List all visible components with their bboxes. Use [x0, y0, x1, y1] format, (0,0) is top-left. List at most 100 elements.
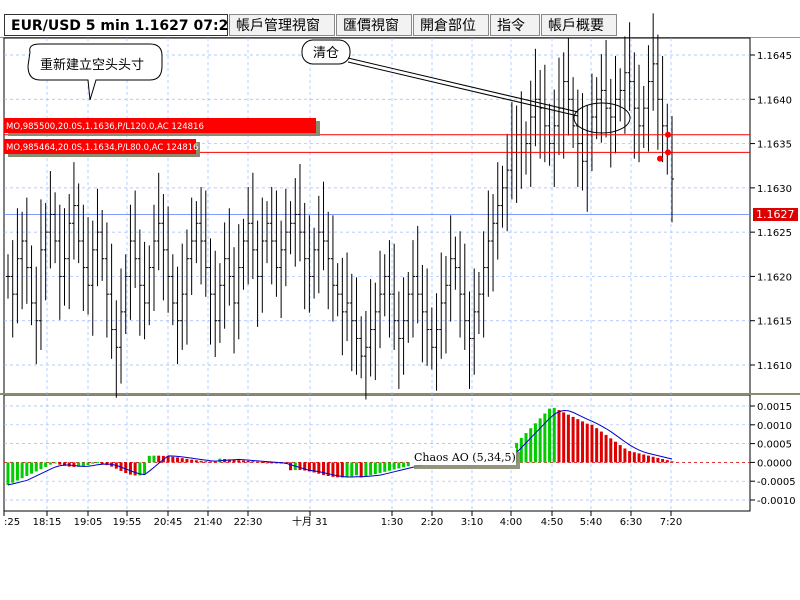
tab-account-summary[interactable]: 帳戶概要	[541, 14, 617, 36]
ao-bar	[128, 462, 132, 475]
ao-bar	[642, 454, 646, 463]
price-tick-label: 1.1645	[757, 51, 792, 62]
ao-bar	[289, 462, 293, 471]
ao-bar	[213, 461, 217, 463]
tab-quotes[interactable]: 匯價視窗	[336, 14, 412, 36]
ao-bar	[354, 462, 358, 476]
ao-bar	[166, 456, 170, 463]
ao-bar	[227, 459, 231, 463]
ao-bar	[364, 462, 368, 477]
ao-bar	[124, 462, 128, 473]
ao-bar	[171, 456, 175, 463]
tab-eurusd-chart[interactable]: EUR/USD 5 min 1.1627 07:20:00	[4, 14, 263, 36]
price-bars	[6, 13, 674, 400]
time-tick-label: 2:20	[421, 517, 443, 528]
ao-bar	[11, 462, 15, 483]
ao-bar	[533, 423, 537, 463]
tab-orders[interactable]: 指令	[490, 14, 540, 36]
ao-bar	[345, 462, 349, 478]
ao-bar	[246, 460, 250, 463]
grid-lines	[4, 38, 750, 511]
time-tick-label: 20:45	[154, 517, 183, 528]
ao-tick-label: 0.0015	[757, 402, 792, 413]
ao-bar	[331, 462, 335, 477]
price-tick-label: 1.1610	[757, 361, 792, 372]
ao-bar	[665, 460, 669, 463]
ao-bar	[336, 462, 340, 478]
time-axis: :25 18:15 19:05 19:55 20:45 21:40 22:30 十月 31 1:…	[3, 511, 682, 528]
order-box	[4, 118, 316, 133]
order-box	[4, 139, 196, 154]
ao-bar	[91, 462, 95, 464]
ao-tick-label: -0.0005	[757, 477, 796, 488]
ao-bar	[618, 445, 622, 463]
ao-bar	[613, 441, 617, 463]
current-price-label: 1.1627	[756, 208, 795, 221]
ao-bar	[241, 460, 245, 463]
ao-bar	[519, 437, 523, 463]
ao-tick-label: 0.0000	[757, 458, 792, 469]
ao-bar	[138, 462, 142, 476]
ao-bar	[53, 462, 57, 464]
time-tick-label: 7:20	[660, 517, 682, 528]
ao-bar	[628, 451, 632, 463]
ao-bar	[595, 428, 599, 463]
ao-tick-label: 0.0005	[757, 440, 792, 451]
price-tick-label: 1.1630	[757, 184, 792, 195]
time-tick-label: 4:00	[500, 517, 522, 528]
ao-signal-line	[7, 410, 673, 486]
ao-bar	[265, 462, 269, 464]
ao-bar	[100, 462, 104, 465]
time-tick-label: 18:15	[33, 517, 62, 528]
ao-tick-label: -0.0010	[757, 496, 796, 507]
ao-bar	[599, 431, 603, 463]
ao-bar	[39, 462, 43, 470]
ao-bar	[373, 462, 377, 475]
order-lines[interactable]: MO,985500,20.0S,1.1636,P/L120.0,AC 12481…	[4, 118, 750, 162]
ao-bar	[157, 455, 161, 463]
ao-bar	[562, 412, 566, 463]
time-tick-label: 5:40	[580, 517, 602, 528]
ao-bar	[251, 461, 255, 463]
price-tick-label: 1.1620	[757, 272, 792, 283]
close-position-note: 清仓	[313, 46, 339, 61]
ao-bar	[670, 461, 674, 463]
order-label: MO,985500,20.0S,1.1636,P/L120.0,AC 12481…	[6, 122, 204, 132]
ao-bar	[623, 448, 627, 463]
ao-bar	[340, 462, 344, 478]
ao-tick-label: 0.0010	[757, 421, 792, 432]
chaos-ao-histogram	[4, 407, 750, 486]
indicator-name-label: Chaos AO (5,34,5)	[410, 448, 520, 469]
ao-bar	[661, 459, 665, 463]
ao-bar	[30, 462, 34, 474]
ao-bar	[637, 453, 641, 463]
ao-bar	[95, 462, 99, 464]
exit-marker	[657, 155, 663, 162]
ao-bar	[81, 462, 85, 467]
ao-bar	[180, 458, 184, 463]
tab-open-positions[interactable]: 開倉部位	[413, 14, 489, 36]
time-tick-label: 19:55	[113, 517, 142, 528]
ao-bar	[590, 424, 594, 463]
ao-bar	[194, 460, 198, 463]
ao-bar	[44, 462, 48, 467]
ao-bar	[566, 414, 570, 463]
ao-bar	[392, 462, 396, 470]
ao-bar	[176, 457, 180, 463]
ao-bar	[25, 462, 29, 476]
price-tick-label: 1.1640	[757, 95, 792, 106]
ao-bar	[359, 462, 363, 478]
ao-bar	[326, 462, 330, 477]
ao-bar	[20, 462, 24, 479]
ao-bar	[632, 452, 636, 463]
ao-bar	[538, 418, 542, 463]
tab-account-management[interactable]: 帳戶管理視窗	[229, 14, 335, 36]
ao-bar	[307, 462, 311, 472]
ao-bar	[199, 460, 203, 463]
ao-bar	[270, 462, 274, 464]
ao-bar	[232, 459, 236, 463]
chart-tab-bar: EUR/USD 5 min 1.1627 07:20:00 帳戶管理視窗 匯價視…	[0, 0, 800, 37]
ao-bar	[585, 423, 589, 463]
ao-bar	[651, 456, 655, 463]
